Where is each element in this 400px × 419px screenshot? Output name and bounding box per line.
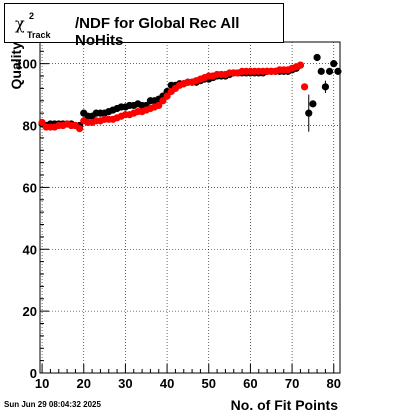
plot-background — [40, 42, 340, 373]
black-data-point — [313, 53, 321, 62]
y-tick-label: 80 — [23, 119, 37, 134]
title-symbol: χ — [15, 14, 25, 33]
y-tick-label: 60 — [23, 180, 37, 195]
black-data-point — [321, 83, 330, 91]
black-data-point — [309, 100, 317, 108]
x-tick-label: 30 — [118, 376, 132, 391]
x-tick-label: 80 — [327, 376, 341, 391]
x-tick-label: 20 — [77, 376, 91, 391]
black-data-point — [334, 67, 342, 75]
title-box: χ 2 Track /NDF for Global Rec All NoHits — [4, 3, 284, 49]
red-data-point — [296, 61, 305, 69]
red-data-point — [163, 92, 171, 100]
red-data-point — [38, 118, 46, 127]
y-tick-label: 20 — [23, 304, 37, 319]
y-tick-label: 0 — [30, 366, 37, 381]
x-tick-label: 70 — [285, 376, 299, 391]
black-data-point — [330, 60, 338, 68]
x-tick-label: 60 — [243, 376, 257, 391]
black-data-point — [317, 67, 325, 75]
red-data-point — [155, 101, 163, 110]
red-data-point — [159, 97, 167, 105]
y-axis-label: Quality — [8, 42, 24, 90]
y-tick-label: 100 — [15, 57, 37, 72]
red-data-point — [300, 83, 309, 91]
title-subscript: Track — [27, 30, 51, 40]
title-superscript: 2 — [29, 11, 35, 21]
x-axis-label: No. of Fit Points — [231, 397, 339, 413]
x-tick-label: 40 — [160, 376, 174, 391]
black-data-point — [325, 67, 334, 75]
x-tick-label: 50 — [202, 376, 216, 391]
title-text: /NDF for Global Rec All NoHits — [75, 15, 240, 49]
timestamp: Sun Jun 29 08:04:32 2025 — [4, 400, 101, 409]
black-data-point — [305, 109, 313, 117]
y-tick-label: 40 — [23, 242, 37, 257]
red-data-point — [75, 125, 84, 133]
x-tick-label: 10 — [35, 376, 49, 391]
